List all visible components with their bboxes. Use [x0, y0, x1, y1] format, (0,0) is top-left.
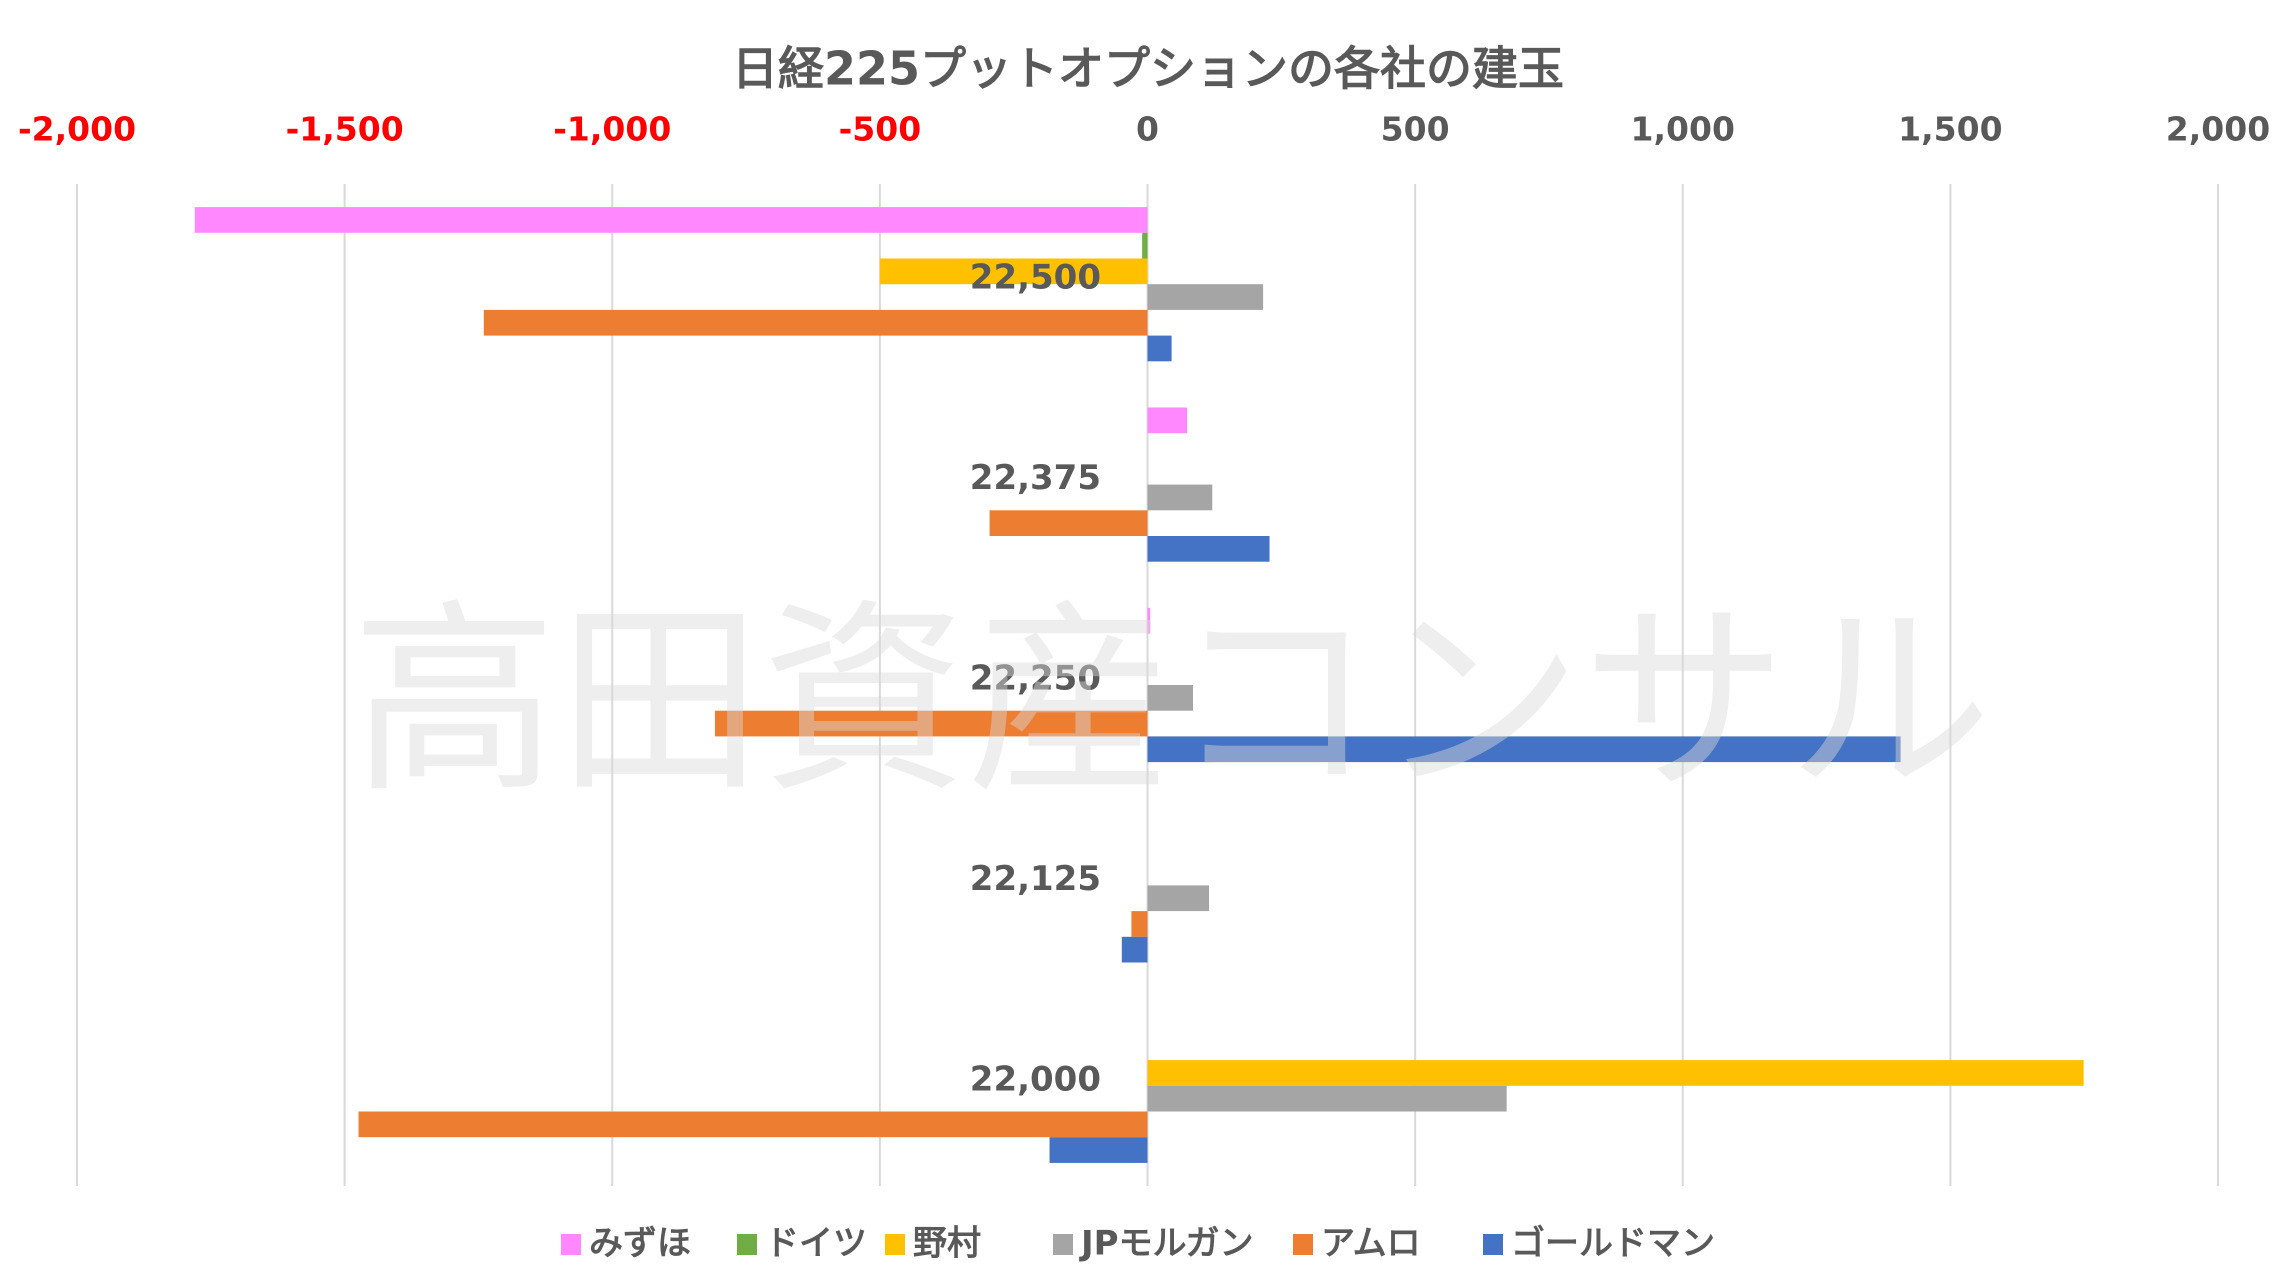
legend-label: みずほ	[589, 1224, 691, 1264]
category-label: 22,375	[970, 458, 1101, 498]
x-tick-label: -2,000	[18, 110, 136, 149]
legend-swatch	[1293, 1234, 1313, 1255]
category-label: 22,500	[970, 258, 1101, 298]
category-labels: 22,500 22,375 22,250 22,125 22,000	[970, 258, 1101, 1100]
legend-label: 野村	[913, 1224, 981, 1264]
bar-0-2	[1147, 607, 1151, 634]
x-tick-label: 500	[1381, 110, 1450, 149]
bar-5-3	[1121, 936, 1148, 963]
legend-item: JPモルガン	[1053, 1224, 1254, 1264]
watermark: 高田資産コンサル	[352, 583, 1992, 821]
bar-4-0	[483, 309, 1148, 336]
category-label: 22,250	[970, 659, 1101, 699]
x-tick-label: -500	[839, 110, 922, 149]
legend-label: JPモルガン	[1079, 1224, 1254, 1264]
gridlines	[76, 184, 2219, 1186]
legend-swatch	[561, 1234, 581, 1255]
bar-5-4	[1049, 1137, 1148, 1163]
legend-swatch	[885, 1234, 905, 1255]
legend-label: ドイツ	[765, 1224, 867, 1264]
bar-1-0	[1142, 232, 1148, 259]
x-tick-label: 1,000	[1631, 110, 1735, 149]
bar-0-1	[1147, 407, 1188, 434]
bar-3-4	[1147, 1085, 1507, 1112]
legend-swatch	[737, 1234, 757, 1255]
legend-item: アムロ	[1293, 1224, 1421, 1264]
legend-swatch	[1483, 1234, 1503, 1255]
category-label: 22,125	[970, 859, 1101, 899]
legend-label: ゴールドマン	[1511, 1224, 1715, 1264]
x-tick-label: 1,500	[1898, 110, 2002, 149]
legend-swatch	[1053, 1234, 1073, 1255]
bar-2-4	[1147, 1060, 2084, 1086]
bar-4-1	[989, 510, 1148, 536]
legend-item: ドイツ	[737, 1224, 867, 1264]
bar-4-2	[715, 710, 1148, 737]
bar-3-1	[1147, 484, 1213, 511]
bar-4-3	[1131, 911, 1148, 937]
category-label: 22,000	[970, 1059, 1101, 1099]
chart-title: 日経225プットオプションの各社の建玉	[732, 42, 1564, 96]
legend-item: 野村	[885, 1224, 981, 1264]
x-tick-label: -1,500	[286, 110, 404, 149]
bars	[194, 207, 2084, 1163]
legend: みずほ ドイツ 野村 JPモルガン アムロ ゴールドマン	[561, 1224, 1715, 1264]
bar-3-3	[1147, 885, 1210, 912]
bar-5-0	[1147, 335, 1172, 362]
x-tick-label: 2,000	[2166, 110, 2270, 149]
bar-5-2	[1147, 736, 1901, 763]
bar-3-0	[1147, 284, 1264, 310]
legend-item: みずほ	[561, 1224, 691, 1264]
bar-4-4	[358, 1111, 1148, 1138]
bar-0-0	[194, 207, 1148, 233]
legend-item: ゴールドマン	[1483, 1224, 1715, 1264]
bar-3-2	[1147, 685, 1193, 711]
x-axis-ticks: -2,000 -1,500 -1,000 -500 0 500 1,000 1,500 2,00…	[18, 110, 2270, 149]
legend-label: アムロ	[1321, 1224, 1421, 1264]
bar-2-0	[879, 258, 1148, 285]
x-tick-label: -1,000	[553, 110, 671, 149]
x-tick-label: 0	[1136, 110, 1159, 149]
bar-5-1	[1147, 536, 1270, 562]
